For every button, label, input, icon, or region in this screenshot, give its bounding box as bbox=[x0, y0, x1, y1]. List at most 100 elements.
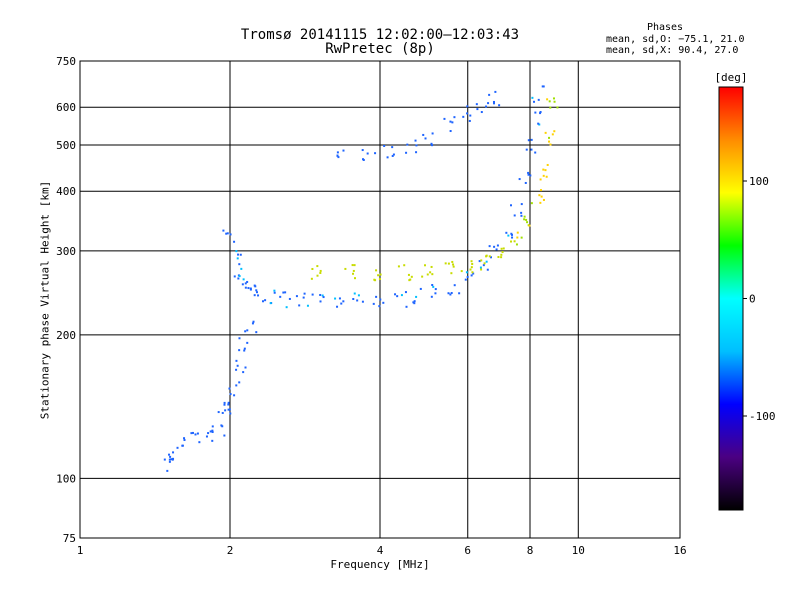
data-point bbox=[316, 265, 319, 268]
data-point bbox=[353, 292, 356, 295]
data-point bbox=[255, 289, 258, 292]
data-point bbox=[361, 149, 364, 152]
data-point bbox=[449, 293, 452, 296]
data-point bbox=[464, 278, 467, 281]
data-point bbox=[222, 229, 225, 232]
data-point bbox=[171, 458, 174, 461]
data-point bbox=[375, 295, 378, 298]
data-point bbox=[415, 144, 418, 147]
data-point bbox=[492, 100, 495, 103]
x-tick-label: 6 bbox=[464, 544, 471, 557]
data-point bbox=[469, 114, 472, 117]
data-point bbox=[513, 214, 516, 217]
data-point bbox=[449, 130, 452, 133]
data-point bbox=[518, 178, 521, 181]
colorbar-label: [deg] bbox=[714, 71, 747, 84]
y-tick-label: 300 bbox=[56, 245, 76, 258]
colorbar-tick-label: -100 bbox=[749, 410, 776, 423]
data-point bbox=[378, 305, 381, 308]
data-point bbox=[229, 233, 232, 236]
y-tick-label: 600 bbox=[56, 101, 76, 114]
data-point bbox=[243, 347, 246, 350]
data-point bbox=[432, 285, 435, 288]
data-point bbox=[488, 255, 491, 258]
data-point bbox=[378, 278, 381, 281]
data-point bbox=[205, 435, 208, 438]
data-point bbox=[252, 320, 255, 323]
data-point bbox=[502, 247, 505, 250]
data-point bbox=[488, 93, 491, 96]
data-point bbox=[168, 458, 171, 461]
data-point bbox=[530, 138, 533, 141]
data-point bbox=[247, 287, 250, 290]
data-point bbox=[191, 431, 194, 434]
data-point bbox=[492, 102, 495, 105]
data-point bbox=[194, 433, 197, 436]
data-point bbox=[310, 277, 313, 280]
data-point bbox=[447, 262, 450, 265]
data-point bbox=[410, 275, 413, 278]
data-point bbox=[500, 247, 503, 250]
data-point bbox=[223, 401, 226, 404]
data-point bbox=[229, 393, 232, 396]
data-point bbox=[243, 349, 246, 352]
data-point bbox=[545, 175, 548, 178]
data-point bbox=[391, 154, 394, 157]
x-tick-label: 8 bbox=[527, 544, 534, 557]
data-point bbox=[238, 349, 241, 352]
data-point bbox=[422, 133, 425, 136]
data-point bbox=[430, 295, 433, 298]
data-point bbox=[447, 292, 450, 295]
data-point bbox=[321, 294, 324, 297]
data-point bbox=[285, 306, 288, 309]
data-point bbox=[228, 387, 231, 390]
data-point bbox=[496, 244, 499, 247]
data-point bbox=[426, 273, 429, 276]
data-point bbox=[244, 286, 247, 289]
data-point bbox=[319, 300, 322, 303]
data-point bbox=[465, 271, 468, 274]
data-point bbox=[516, 231, 519, 234]
data-point bbox=[444, 262, 447, 265]
data-point bbox=[431, 273, 434, 276]
data-point bbox=[344, 267, 347, 270]
data-point bbox=[357, 294, 360, 297]
data-point bbox=[366, 152, 369, 155]
data-point bbox=[211, 429, 214, 432]
data-point bbox=[170, 458, 173, 461]
data-point bbox=[483, 262, 486, 265]
data-point bbox=[224, 409, 227, 412]
data-point bbox=[255, 291, 258, 294]
data-point bbox=[531, 96, 534, 99]
data-point bbox=[539, 178, 542, 181]
x-tick-label: 10 bbox=[572, 544, 585, 557]
data-point bbox=[223, 434, 226, 437]
data-point bbox=[482, 264, 485, 267]
data-point bbox=[306, 304, 309, 307]
y-tick-label: 75 bbox=[63, 532, 76, 545]
data-point bbox=[244, 330, 247, 333]
data-point bbox=[288, 297, 291, 300]
data-point bbox=[470, 274, 473, 277]
data-point bbox=[472, 272, 475, 275]
data-point bbox=[450, 292, 453, 295]
data-point bbox=[525, 218, 528, 221]
data-point bbox=[516, 236, 519, 239]
data-point bbox=[262, 300, 265, 303]
data-point bbox=[316, 274, 319, 277]
data-point bbox=[352, 298, 355, 301]
data-point bbox=[434, 288, 437, 291]
data-point bbox=[246, 329, 249, 332]
data-point bbox=[284, 291, 287, 294]
data-point bbox=[235, 359, 238, 362]
data-point bbox=[235, 368, 238, 371]
data-point bbox=[407, 273, 410, 276]
data-point bbox=[451, 121, 454, 124]
data-point bbox=[520, 203, 523, 206]
data-point bbox=[233, 275, 236, 278]
data-point bbox=[525, 148, 528, 151]
data-point bbox=[211, 439, 214, 442]
data-point bbox=[540, 189, 543, 192]
data-point bbox=[375, 269, 378, 272]
